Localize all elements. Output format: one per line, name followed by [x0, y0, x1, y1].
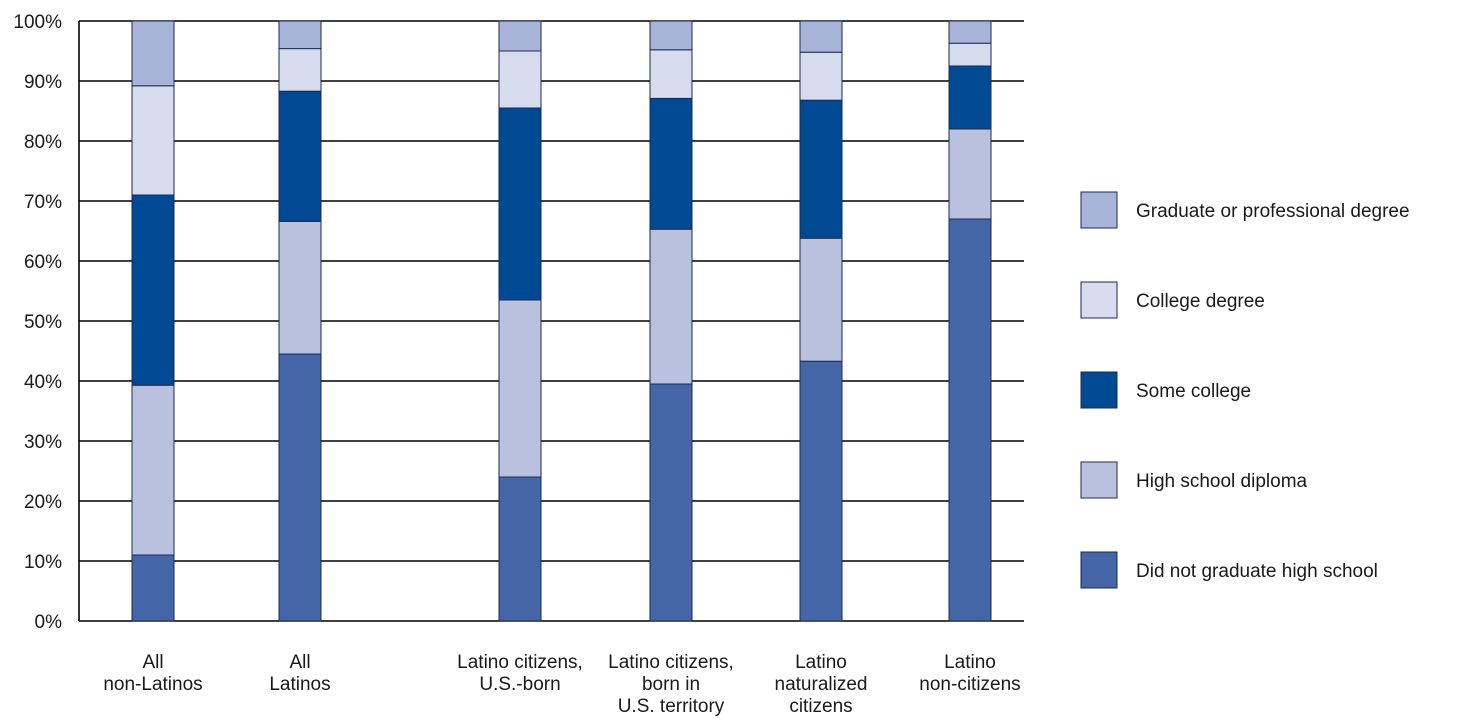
bar-segment-high-school-diploma — [498, 299, 542, 478]
bar-segment-college-degree — [948, 42, 992, 67]
bar-segment-high-school-diploma — [799, 237, 843, 362]
legend-label-did-not-graduate-high-school: Did not graduate high school — [1136, 561, 1378, 582]
bar-segment-high-school-diploma — [649, 228, 693, 385]
bar-segment-high-school-diploma — [278, 220, 322, 355]
bar-segment-some-college — [649, 97, 693, 230]
bar-segment-high-school-diploma — [131, 384, 175, 556]
bar-segment-did-not-graduate-high-school — [948, 218, 992, 622]
bar-segment-did-not-graduate-high-school — [799, 360, 843, 622]
legend-swatch-some-college — [1080, 371, 1118, 409]
x-category-label: Latino non-citizens — [919, 652, 1020, 695]
bar-segment-some-college — [948, 65, 992, 130]
gridlines — [78, 20, 1024, 622]
bar-segment-graduate-or-professional-degree — [131, 20, 175, 87]
bar-segment-some-college — [278, 90, 322, 222]
x-axis-category-labels: All non-Latinos All Latinos Latino citizens,… — [103, 652, 1020, 717]
bar-segment-college-degree — [131, 85, 175, 196]
y-tick-label: 40% — [24, 372, 62, 393]
bar-segment-some-college — [498, 107, 542, 301]
y-tick-label: 90% — [24, 72, 62, 93]
legend-label-high-school-diploma: High school diploma — [1136, 471, 1308, 492]
bar-segment-some-college — [799, 99, 843, 239]
bar-segment-graduate-or-professional-degree — [649, 20, 693, 51]
bar-stack-latino-citizens-born-in-u-s-territory — [649, 20, 693, 622]
bar-stack-latino-non-citizens — [948, 20, 992, 622]
legend-swatch-college-degree — [1080, 281, 1118, 319]
bar-segment-did-not-graduate-high-school — [649, 383, 693, 622]
y-tick-label: 100% — [13, 12, 62, 33]
bar-segment-graduate-or-professional-degree — [498, 20, 542, 52]
bar-segment-graduate-or-professional-degree — [948, 20, 992, 44]
legend-swatch-did-not-graduate-high-school — [1080, 551, 1118, 589]
y-tick-label: 10% — [24, 552, 62, 573]
y-axis-tick-labels: 0% 10% 20% 30% 40% 50% 60% 70% 80% 90% 100% — [13, 12, 62, 633]
legend-label-some-college: Some college — [1136, 381, 1251, 402]
x-category-label: Latino citizens, born in U.S. territory — [608, 652, 734, 717]
bar-segment-did-not-graduate-high-school — [131, 554, 175, 622]
bar-segment-college-degree — [278, 48, 322, 92]
legend-label-graduate-or-professional-degree: Graduate or professional degree — [1136, 201, 1410, 222]
bar-segment-graduate-or-professional-degree — [799, 20, 843, 53]
x-category-label: All non-Latinos — [103, 652, 202, 695]
legend-swatch-graduate-or-professional-degree — [1080, 191, 1118, 229]
bar-segment-high-school-diploma — [948, 128, 992, 220]
y-tick-label: 20% — [24, 492, 62, 513]
bar-segment-some-college — [131, 194, 175, 386]
bar-segment-did-not-graduate-high-school — [278, 353, 322, 622]
legend: Graduate or professional degree College d… — [1080, 191, 1410, 589]
y-tick-label: 60% — [24, 252, 62, 273]
x-category-label: All Latinos — [269, 652, 330, 695]
bar-stack-latino-naturalized-citizens — [799, 20, 843, 622]
x-category-label: Latino citizens, U.S.-born — [457, 652, 583, 695]
bar-stack-all-latinos — [278, 20, 322, 622]
bar-segment-graduate-or-professional-degree — [278, 20, 322, 50]
legend-swatch-high-school-diploma — [1080, 461, 1118, 499]
bar-stack-latino-citizens-u-s-born — [498, 20, 542, 622]
y-tick-label: 30% — [24, 432, 62, 453]
y-tick-label: 50% — [24, 312, 62, 333]
x-category-label: Latino naturalized citizens — [775, 652, 868, 717]
legend-label-college-degree: College degree — [1136, 291, 1265, 312]
y-tick-label: 0% — [35, 612, 63, 633]
bar-stack-all-non-latinos — [131, 20, 175, 622]
bar-segment-college-degree — [498, 50, 542, 109]
bar-segment-college-degree — [799, 51, 843, 101]
y-tick-label: 80% — [24, 132, 62, 153]
y-tick-label: 70% — [24, 192, 62, 213]
bar-segment-did-not-graduate-high-school — [498, 476, 542, 622]
bars — [131, 20, 992, 622]
bar-segment-college-degree — [649, 49, 693, 99]
